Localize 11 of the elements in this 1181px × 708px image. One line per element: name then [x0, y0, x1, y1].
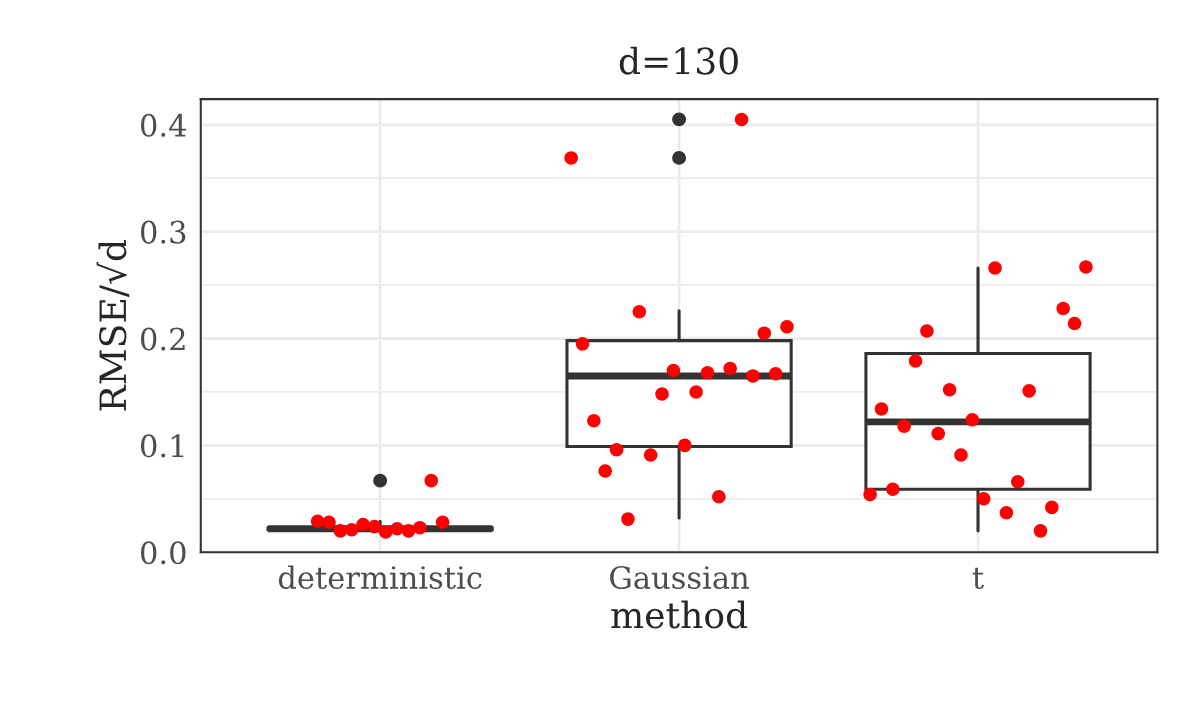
chart-title: d=130 [619, 46, 738, 75]
x-tick-label: t [972, 567, 984, 590]
x-tick-label: Gaussian [610, 565, 749, 590]
y-tick-label: 0.1 [141, 434, 184, 458]
x-axis-title: method [611, 600, 748, 629]
y-tick-label: 0.3 [141, 220, 186, 244]
x-tick-label: deterministic [278, 565, 482, 590]
y-axis-title: RMSE/√d [96, 239, 130, 411]
y-tick-label: 0.4 [141, 113, 187, 137]
y-tick-label: 0.2 [141, 327, 185, 351]
y-tick-label: 0.0 [141, 541, 186, 565]
